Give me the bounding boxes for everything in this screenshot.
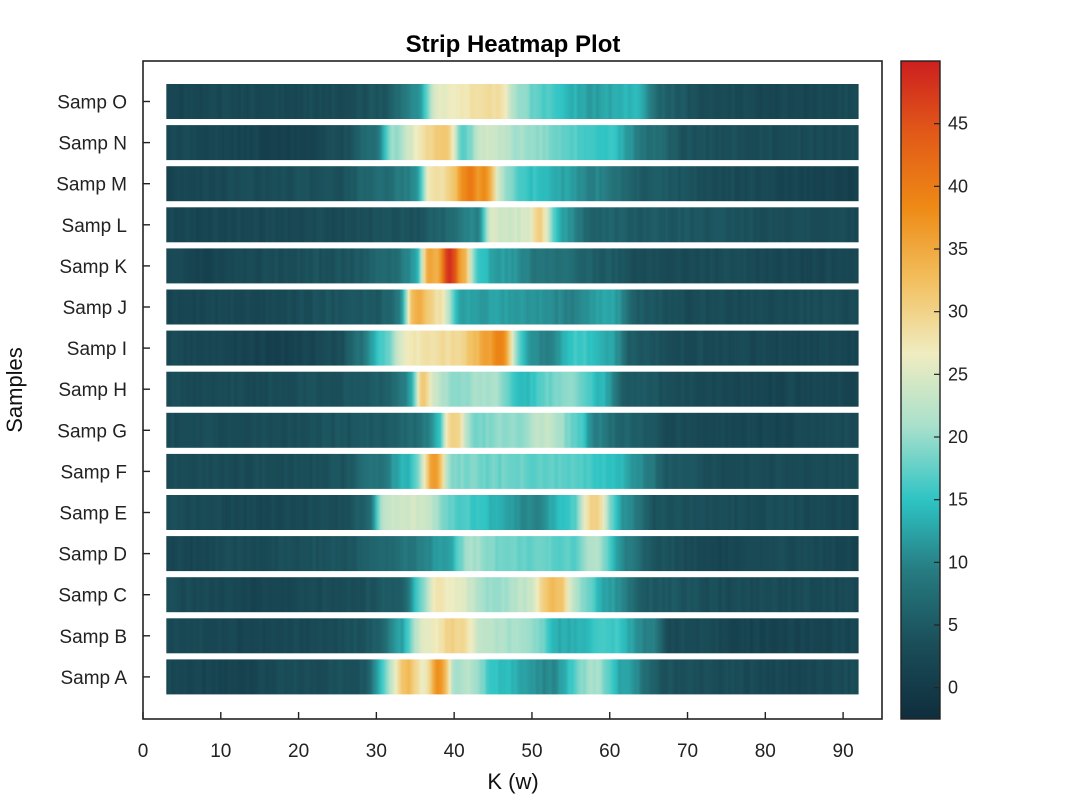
x-tick-label: 60 [599,741,620,762]
heatmap-strip [166,84,859,119]
y-tick-label: Samp M [56,175,127,196]
y-tick-label: Samp L [62,216,127,237]
y-tick-label: Samp G [57,421,127,442]
heatmap-strips [166,84,859,695]
x-tick-label: 90 [833,741,854,762]
y-tick-label: Samp O [57,93,127,114]
x-axis: 0 10 20 30 40 50 60 70 80 90 [138,712,854,762]
heatmap-strip [166,125,859,161]
colorbar: 0 5 10 15 20 25 30 35 40 45 [900,60,968,720]
heatmap-strip [166,207,859,243]
heatmap-strip [166,536,859,572]
y-tick-label: Samp N [58,134,127,155]
colorbar-tick-label: 10 [948,552,968,572]
x-tick-label: 70 [677,741,698,762]
y-tick-label: Samp E [59,504,127,525]
colorbar-tick-label: 45 [948,114,968,134]
y-tick-label: Samp B [59,627,127,648]
y-tick-label: Samp A [60,668,127,689]
heatmap-strip [166,166,859,202]
colorbar-tick-label: 35 [948,239,968,259]
heatmap-strip [166,618,859,654]
heatmap-strip [166,577,859,613]
chart-title: Strip Heatmap Plot [406,31,621,58]
x-tick-label: 10 [210,741,231,762]
colorbar-tick-label: 40 [948,176,968,196]
colorbar-gradient [900,60,941,720]
y-tick-label: Samp F [60,462,127,483]
colorbar-tick-label: 5 [948,615,958,635]
x-tick-label: 20 [288,741,309,762]
heatmap-strip [166,412,859,448]
heatmap-strip [166,495,859,530]
colorbar-tick-label: 30 [948,302,968,322]
colorbar-tick-label: 20 [948,427,968,447]
y-tick-label: Samp J [63,298,127,319]
heatmap-strip [166,659,859,695]
y-tick-label: Samp H [58,380,127,401]
x-tick-label: 30 [366,741,387,762]
heatmap-strip [166,453,859,489]
heatmap-strip [166,289,859,325]
x-tick-label: 80 [755,741,776,762]
y-tick-label: Samp D [58,545,127,566]
y-axis: Samp A Samp B Samp C Samp D Samp E Samp F Samp… [56,93,150,689]
x-tick-label: 0 [138,741,149,762]
y-tick-label: Samp K [59,257,127,278]
y-axis-title: Samples [2,347,27,433]
heatmap-strip [166,248,859,284]
colorbar-tick-label: 0 [948,678,958,698]
y-tick-label: Samp I [67,339,127,360]
colorbar-tick-label: 15 [948,490,968,510]
x-tick-label: 50 [521,741,542,762]
y-tick-label: Samp C [58,586,127,607]
colorbar-tick-label: 25 [948,364,968,384]
heatmap-strip [166,330,859,366]
x-axis-title: K (w) [487,769,538,794]
x-tick-label: 40 [444,741,465,762]
heatmap-strip [166,371,859,407]
